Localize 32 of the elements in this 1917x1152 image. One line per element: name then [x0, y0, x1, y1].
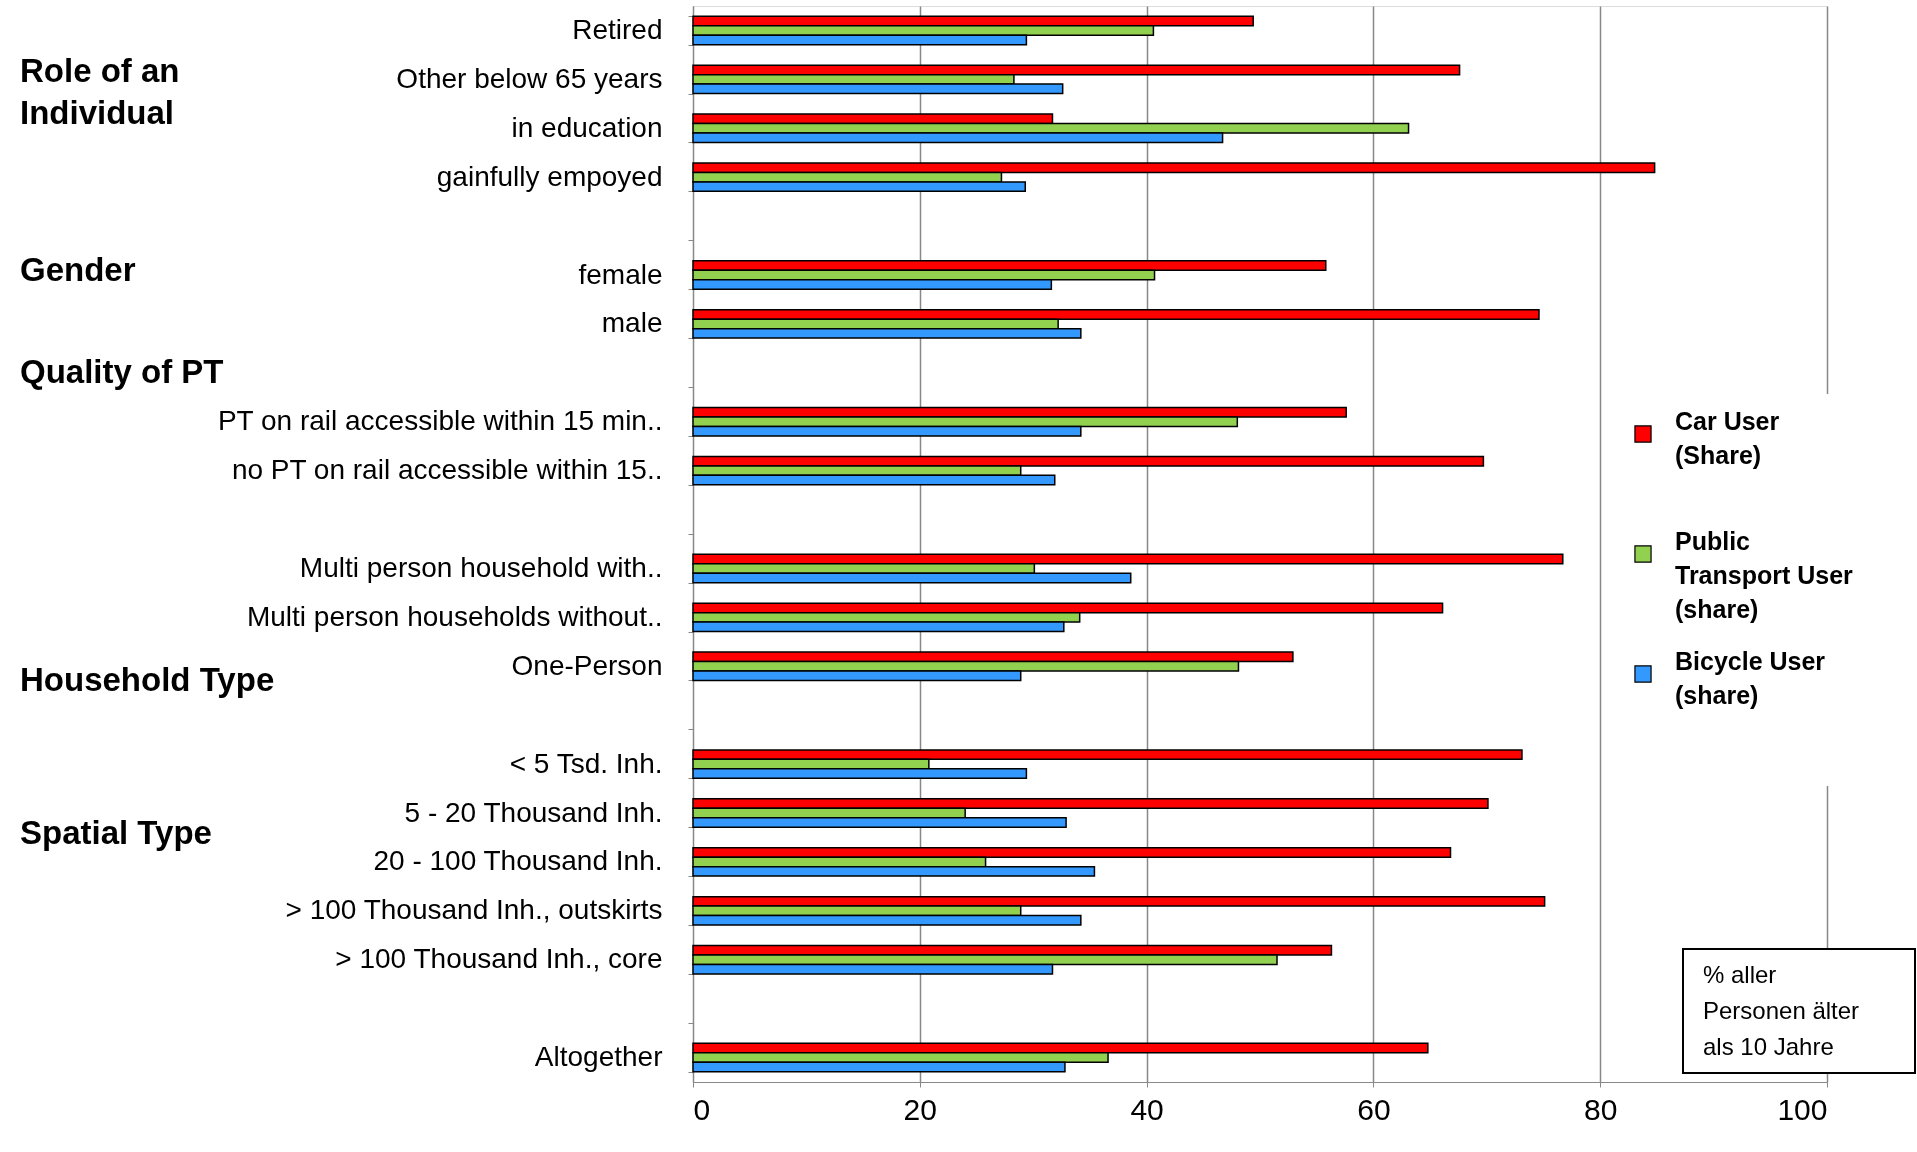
x-tick-label: 60 — [1357, 1092, 1391, 1126]
y-tick-label: male — [601, 307, 663, 339]
y-tick-label: PT on rail accessible within 15 min.. — [217, 405, 663, 437]
text: Spatial Type — [20, 814, 212, 852]
y-tick-label: Retired — [572, 13, 663, 45]
y-tick-label: 20 - 100 Thousand Inh. — [373, 845, 663, 877]
y-tick-label: gainfully empoyed — [436, 160, 663, 192]
y-tick-label: < 5 Tsd. Inh. — [509, 747, 663, 779]
legend-label: Car User (Share) — [1675, 407, 1780, 469]
y-tick-label: in education — [511, 111, 663, 143]
y-tick-label: female — [578, 258, 663, 290]
x-tick-label: 100 — [1777, 1092, 1828, 1126]
x-tick-label: 0 — [693, 1092, 711, 1126]
y-tick-label: Multi person household with.. — [299, 551, 663, 583]
text: Quality of PT — [20, 352, 224, 390]
annotation: % aller Personen älter als 10 Jahre — [1703, 961, 1860, 1060]
y-tick-label: Multi person households without.. — [246, 600, 663, 632]
x-tick-label: 40 — [1130, 1092, 1164, 1126]
x-tick-label: 20 — [903, 1092, 937, 1126]
y-tick-label: Other below 65 years — [396, 62, 663, 94]
text: Household Type — [20, 660, 275, 698]
y-tick-label: 5 - 20 Thousand Inh. — [404, 796, 663, 828]
legend-label: Bicycle User (share) — [1675, 647, 1826, 709]
x-tick-label: 80 — [1584, 1092, 1618, 1126]
text: Role of an Individual — [20, 52, 180, 132]
legend-label: Public Transport User (share) — [1675, 527, 1854, 623]
y-tick-label: One-Person — [511, 649, 663, 681]
text: Gender — [20, 251, 136, 289]
y-tick-label: > 100 Thousand Inh., core — [335, 943, 663, 975]
y-tick-label: Altogether — [534, 1041, 663, 1073]
y-tick-label: > 100 Thousand Inh., outskirts — [285, 894, 663, 926]
y-tick-label: no PT on rail accessible within 15.. — [231, 454, 663, 486]
